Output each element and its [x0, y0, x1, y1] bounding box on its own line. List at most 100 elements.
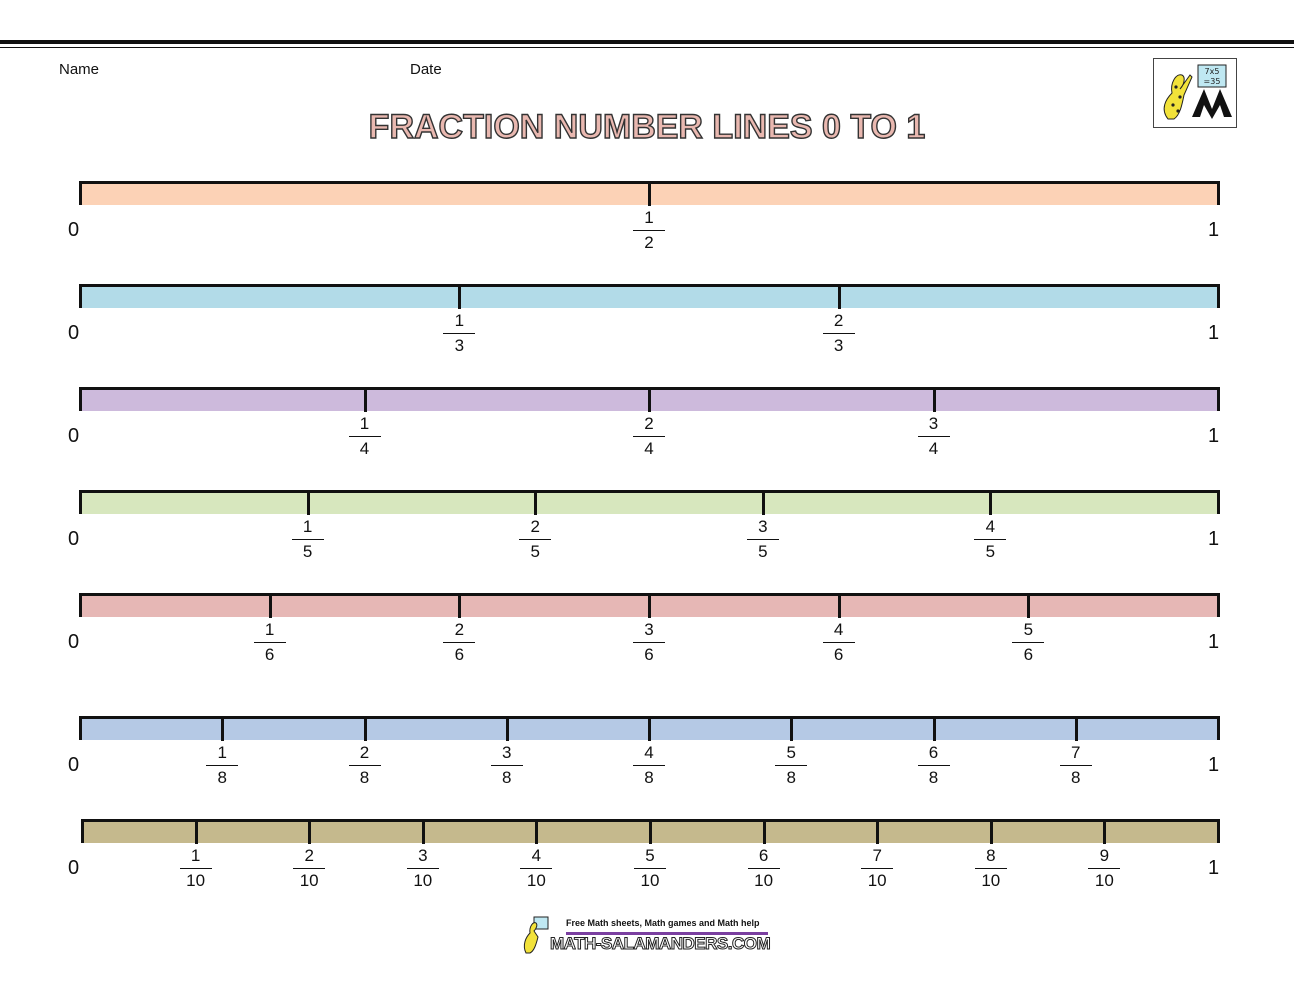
- end-label: 1: [1208, 322, 1220, 344]
- fraction-bar: [1059, 765, 1092, 766]
- salamander-logo-icon: 7x5 =35: [1163, 64, 1232, 120]
- fraction-bar: [974, 539, 1007, 540]
- denominator: 6: [644, 645, 654, 664]
- fraction-bar: [633, 765, 665, 766]
- fraction-bar: [406, 868, 439, 869]
- tick-mark: [790, 716, 794, 741]
- tick-mark: [363, 716, 367, 741]
- denominator: 5: [985, 542, 996, 561]
- tick-mark: [1027, 593, 1031, 618]
- tick-mark: [762, 819, 766, 844]
- denominator: 2: [644, 233, 654, 252]
- denominator: 10: [186, 871, 206, 890]
- tick-mark: [932, 387, 936, 412]
- fraction-bar: [253, 642, 286, 643]
- numerator: 2: [454, 620, 465, 639]
- denominator: 8: [1071, 768, 1081, 787]
- numerator: 4: [531, 846, 542, 865]
- denominator: 5: [302, 542, 313, 561]
- tick-mark: [534, 490, 538, 515]
- start-label: 0: [68, 528, 80, 550]
- numerator: 4: [985, 517, 996, 536]
- top-rule: [0, 40, 1294, 44]
- tick-mark: [363, 387, 367, 412]
- denominator: 4: [644, 439, 654, 458]
- denominator: 6: [264, 645, 275, 664]
- fraction-bar: [822, 642, 855, 643]
- fraction-bar: [861, 868, 894, 869]
- number-line-bar: [79, 284, 1220, 308]
- numerator: 6: [928, 743, 939, 762]
- numerator: 3: [758, 517, 768, 536]
- fraction-bar: [775, 765, 808, 766]
- tick-mark: [535, 819, 539, 844]
- tick-mark: [648, 716, 651, 741]
- numerator: 1: [644, 208, 654, 227]
- numerator: 8: [986, 846, 996, 865]
- fraction-bar: [520, 868, 553, 869]
- tick-mark: [648, 181, 651, 206]
- denominator: 10: [640, 871, 660, 890]
- tick-mark: [308, 819, 312, 844]
- fraction-bar: [490, 765, 523, 766]
- denominator: 8: [359, 768, 370, 787]
- fraction-bar: [179, 868, 212, 869]
- tick-mark: [1103, 819, 1107, 844]
- footer-logo: Free Math sheets, Math games and Math he…: [520, 915, 780, 955]
- fraction-bar: [443, 642, 476, 643]
- fraction-bar: [633, 642, 665, 643]
- fraction-label: 4 10: [516, 846, 556, 891]
- end-label: 1: [1208, 857, 1220, 879]
- fraction-bar: [348, 765, 381, 766]
- numerator: 4: [644, 743, 654, 762]
- tick-mark: [648, 387, 651, 412]
- numerator: 7: [872, 846, 882, 865]
- numerator: 7: [1071, 743, 1081, 762]
- tick-mark: [1074, 716, 1078, 741]
- denominator: 8: [786, 768, 796, 787]
- tick-mark: [458, 284, 462, 309]
- fraction-label: 1 10: [176, 846, 216, 891]
- denominator: 6: [833, 645, 844, 664]
- end-label: 1: [1208, 219, 1220, 241]
- denominator: 6: [454, 645, 465, 664]
- fraction-label: 7 10: [857, 846, 897, 891]
- tick-mark: [421, 819, 425, 844]
- fraction-bar: [206, 765, 239, 766]
- numerator: 6: [758, 846, 769, 865]
- tick-mark: [932, 716, 936, 741]
- tick-mark: [194, 819, 198, 844]
- numerator: 1: [302, 517, 313, 536]
- footer-tagline: Free Math sheets, Math games and Math he…: [566, 918, 760, 928]
- numerator: 2: [644, 414, 654, 433]
- tick-mark: [306, 490, 310, 515]
- fraction-bar: [634, 868, 666, 869]
- end-label: 1: [1208, 631, 1220, 653]
- fraction-bar: [519, 539, 552, 540]
- denominator: 10: [299, 871, 319, 890]
- numerator: 5: [786, 743, 796, 762]
- numerator: 2: [304, 846, 314, 865]
- numerator: 3: [418, 846, 428, 865]
- denominator: 5: [530, 542, 540, 561]
- numerator: 3: [502, 743, 512, 762]
- numerator: 1: [190, 846, 201, 865]
- fraction-bar: [633, 436, 665, 437]
- fraction-label: 5 10: [630, 846, 670, 891]
- svg-text:7x5: 7x5: [1205, 67, 1220, 76]
- start-label: 0: [68, 322, 80, 344]
- end-label: 1: [1208, 754, 1220, 776]
- fraction-bar: [1088, 868, 1121, 869]
- tick-mark: [648, 593, 651, 618]
